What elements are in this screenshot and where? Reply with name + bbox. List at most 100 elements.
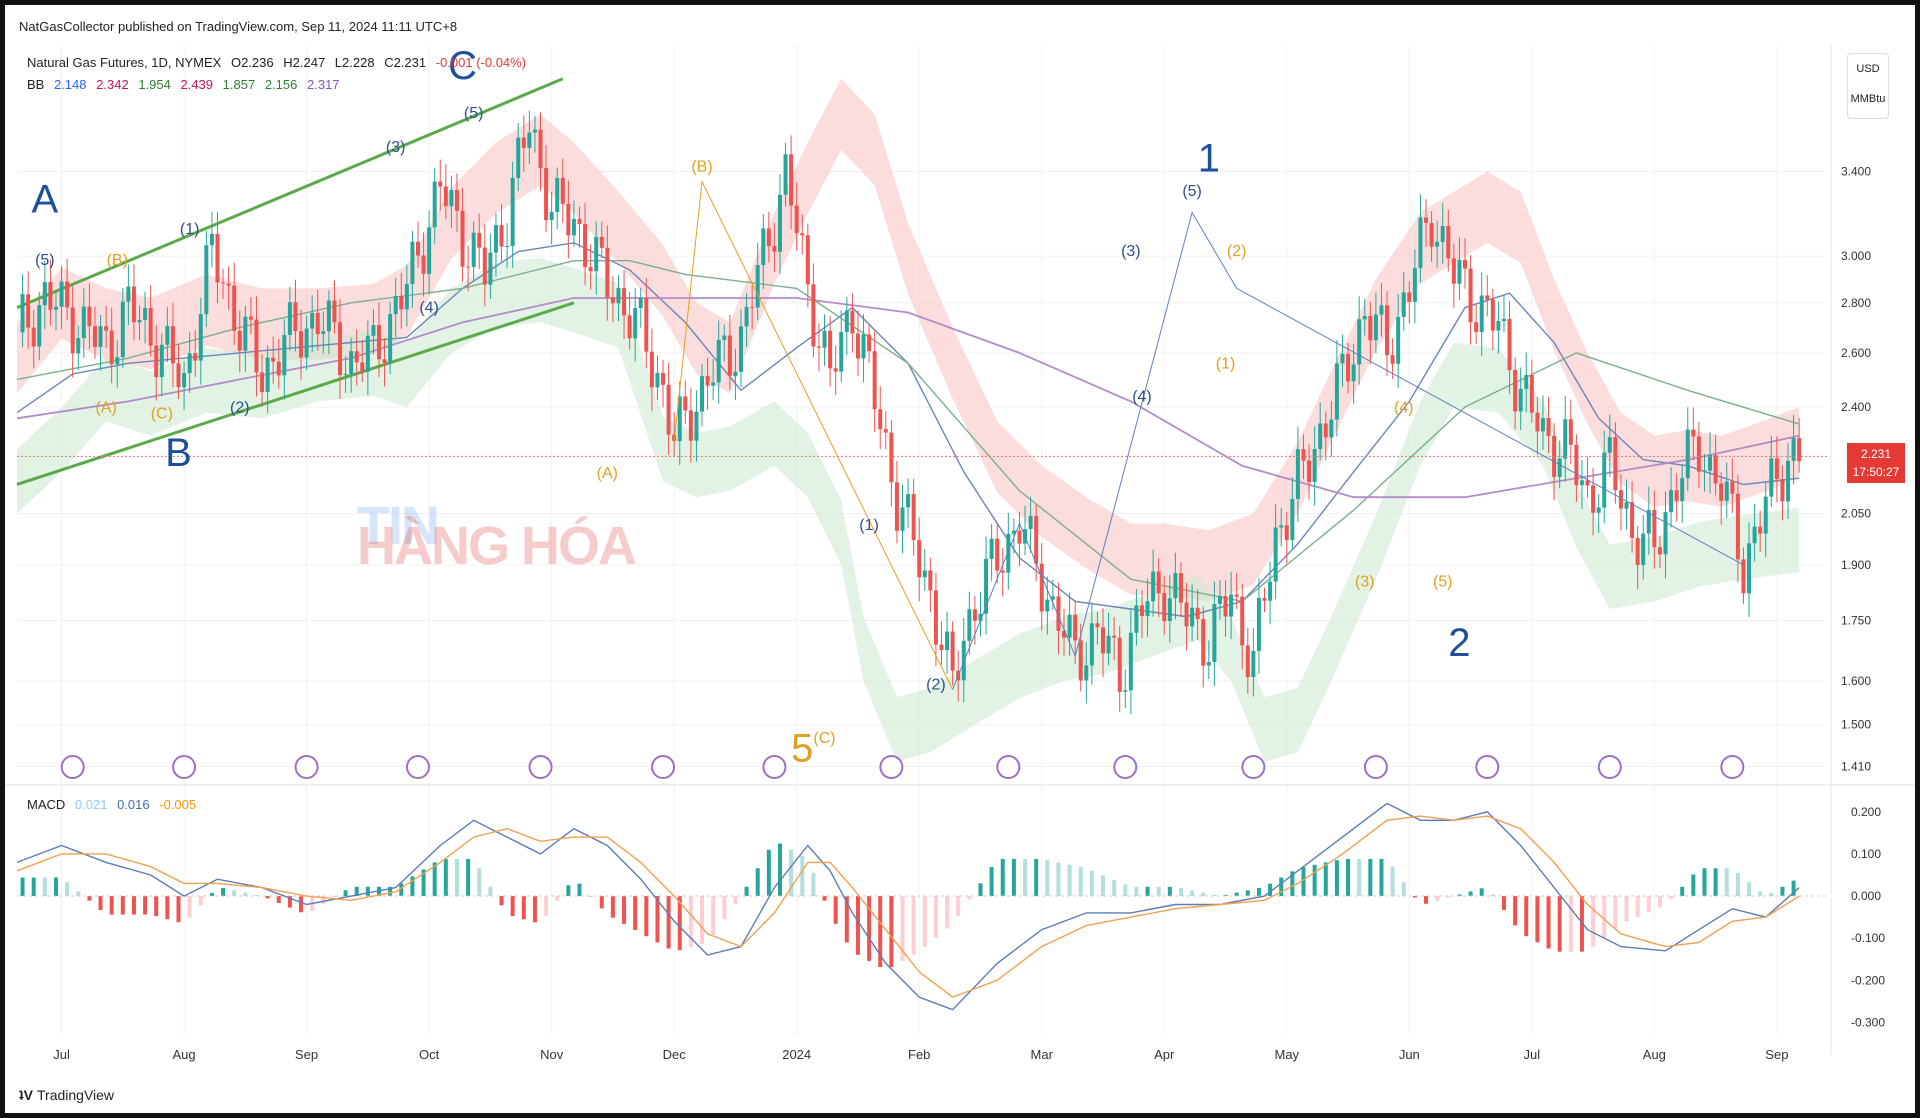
candle-body <box>945 631 950 651</box>
macd-histogram-bar <box>711 896 716 935</box>
macd-histogram-bar <box>588 896 593 898</box>
macd-histogram-bar <box>878 896 883 968</box>
macd-histogram-bar <box>98 896 103 910</box>
macd-histogram-bar <box>1669 896 1674 900</box>
macd-histogram-bar <box>1134 886 1139 897</box>
candle-body <box>733 371 738 376</box>
macd-histogram-bar <box>243 892 248 897</box>
candle-body <box>321 331 326 335</box>
candle-body <box>772 246 777 252</box>
candle-body <box>126 286 131 302</box>
candle-body <box>1485 295 1490 300</box>
price-tick-label: 1.900 <box>1841 558 1871 572</box>
candle-body <box>1123 690 1128 692</box>
macd-histogram-bar <box>1312 864 1317 897</box>
macd-histogram-bar <box>1579 896 1584 952</box>
candle-body <box>755 265 760 308</box>
candle-body <box>700 376 705 412</box>
candle-body <box>1089 623 1094 666</box>
candle-body <box>816 346 821 348</box>
candle-body <box>81 306 86 339</box>
candle-body <box>1635 537 1640 566</box>
macd-histogram-bar <box>1011 859 1016 897</box>
candle-body <box>232 285 237 331</box>
macd-histogram-bar <box>1546 896 1551 949</box>
wave-label: (2) <box>230 400 250 417</box>
macd-histogram-bar <box>544 896 549 917</box>
candle-body <box>243 316 248 351</box>
candle-body <box>165 326 170 345</box>
candle-body <box>1039 563 1044 612</box>
macd-histogram-bar <box>566 885 571 897</box>
macd-histogram-bar <box>989 867 994 897</box>
macd-histogram-bar <box>811 872 816 897</box>
macd-histogram-bar <box>644 896 649 937</box>
price-tick-label: 2.600 <box>1841 346 1871 360</box>
candle-body <box>1663 512 1668 555</box>
macd-histogram-bar <box>1256 887 1261 897</box>
tv-logo-icon: ʇV <box>19 1087 33 1103</box>
macd-histogram-bar <box>1101 875 1105 897</box>
candle-body <box>889 432 894 483</box>
macd-histogram-bar <box>722 896 727 920</box>
candle-body <box>1145 601 1150 617</box>
candle-body <box>1056 596 1061 631</box>
macd-histogram-bar <box>1145 886 1150 897</box>
macd-histogram-bar <box>1156 886 1161 897</box>
tradingview-logo[interactable]: ʇV TradingView <box>19 1087 114 1103</box>
candle-body <box>1702 470 1707 472</box>
candle-body <box>1440 225 1445 242</box>
candle-body <box>800 233 805 236</box>
wave-label: A <box>32 178 59 222</box>
candle-body <box>1451 258 1456 284</box>
month-tick-label: Apr <box>1154 1047 1175 1062</box>
macd-histogram-bar <box>209 892 214 897</box>
candle-body <box>1162 593 1167 622</box>
macd-histogram-bar <box>1401 882 1406 897</box>
candle-body <box>1468 268 1473 323</box>
candle-body <box>1463 259 1467 269</box>
candle-body <box>1752 526 1757 544</box>
candle-body <box>610 297 615 304</box>
candle-body <box>137 319 142 323</box>
month-tick-label: Oct <box>419 1047 440 1062</box>
candle-body <box>438 181 443 187</box>
candle-body <box>215 233 220 283</box>
candle-body <box>1279 525 1284 528</box>
price-chart[interactable]: A B C 1 2 5 (5) (1) (2) (3) (4) (5) (B) (A) (C) (A) (B) (… <box>5 5 1915 1113</box>
macd-legend: MACD 0.021 0.016 -0.005 <box>27 797 196 812</box>
channel-line <box>16 77 564 309</box>
wave-label: (3) <box>1355 574 1375 591</box>
month-tick-label: Mar <box>1031 1047 1054 1062</box>
candle-body <box>287 302 292 335</box>
candle-body <box>516 137 521 178</box>
macd-histogram-bar <box>1245 890 1250 897</box>
macd-tick-label: 0.000 <box>1851 889 1881 903</box>
candle-body <box>471 232 476 268</box>
wave-label: (A) <box>95 400 116 417</box>
candle-body <box>42 282 47 306</box>
wave-label: 1 <box>1198 137 1220 181</box>
candle-body <box>26 294 31 328</box>
candle-body <box>1128 632 1133 691</box>
candle-body <box>1797 438 1802 462</box>
macd-histogram-bar <box>700 896 705 944</box>
macd-histogram-bar <box>388 886 393 897</box>
candle-body <box>1585 480 1590 486</box>
candle-body <box>477 232 482 248</box>
candle-body <box>638 297 643 309</box>
macd-histogram-bar <box>833 896 838 924</box>
candle-body <box>1652 509 1657 548</box>
month-tick-label: Jul <box>1524 1047 1541 1062</box>
candle-body <box>393 296 398 314</box>
wave-label: (5) <box>464 105 484 122</box>
candle-body <box>928 570 933 591</box>
unit-selector[interactable]: USD MMBtu <box>1847 53 1889 119</box>
candle-body <box>766 228 771 247</box>
candle-body <box>466 266 471 268</box>
candle-body <box>1073 614 1078 641</box>
candle-body <box>120 301 125 358</box>
candle-body <box>655 373 660 388</box>
candle-body <box>204 245 209 315</box>
candle-body <box>521 137 526 148</box>
